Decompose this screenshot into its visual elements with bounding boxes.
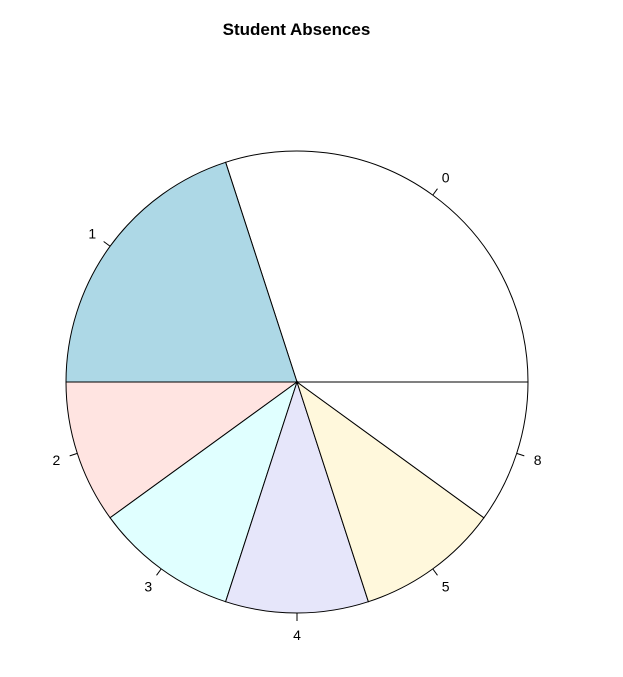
- pie-slice-8: [295, 381, 529, 519]
- pie-slice-2: [65, 381, 299, 519]
- pie-label-3: 3: [144, 579, 152, 595]
- pie-tick-5: [432, 568, 438, 576]
- pie-tick-3: [156, 568, 162, 576]
- pie-tick-2: [69, 452, 78, 457]
- pie-label-2: 2: [52, 452, 60, 468]
- pie-slice-1: [65, 161, 298, 383]
- pie-label-1: 1: [88, 225, 96, 241]
- pie-tick-8: [516, 452, 525, 457]
- pie-tick-1: [103, 241, 111, 247]
- pie-slice-0: [224, 150, 529, 383]
- pie-label-5: 5: [442, 579, 450, 595]
- pie-tick-0: [432, 188, 438, 196]
- pie-slice-4: [224, 380, 370, 614]
- pie-label-4: 4: [293, 627, 301, 643]
- chart-title: Student Absences: [222, 20, 371, 39]
- pie-label-0: 0: [442, 169, 450, 185]
- pie-label-8: 8: [534, 452, 542, 468]
- pie-slice-5: [296, 380, 485, 603]
- pie-slice-3: [109, 380, 298, 603]
